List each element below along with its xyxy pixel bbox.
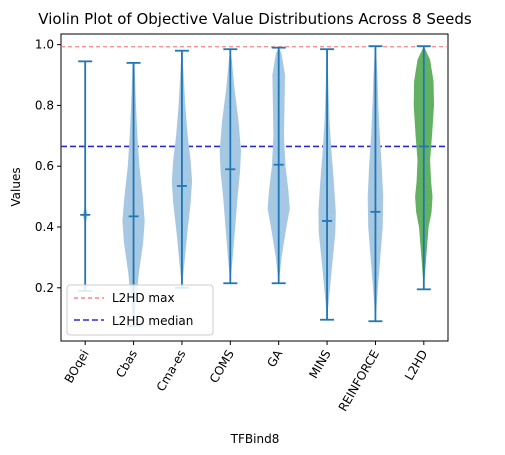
- chart-title: Violin Plot of Objective Value Distribut…: [38, 10, 472, 28]
- x-tick-label: Cma-es: [154, 348, 189, 394]
- y-tick-label: 1.0: [35, 38, 54, 52]
- reference-lines: [61, 46, 448, 148]
- x-tick-label: L2HD: [402, 348, 430, 383]
- legend: L2HD max L2HD median: [66, 284, 214, 336]
- y-tick-label: 0.4: [35, 220, 54, 234]
- legend-label-max: L2HD max: [112, 291, 175, 305]
- x-tick-label: COMS: [207, 348, 237, 386]
- x-tick-label: GA: [264, 347, 285, 370]
- x-tick-label: BOqei: [62, 348, 92, 386]
- y-tick-label: 0.6: [35, 159, 54, 173]
- x-tick-label: REINFORCE: [336, 348, 382, 414]
- y-tick-label: 0.8: [35, 98, 54, 112]
- y-axis: 0.2 0.4 0.6 0.8 1.0: [35, 38, 61, 295]
- violins: [78, 45, 434, 327]
- y-axis-label: Values: [9, 167, 23, 206]
- x-axis-label: TFBind8: [230, 432, 280, 446]
- x-axis: BOqei Cbas Cma-es COMS GA MINS REINFORCE L2HD: [62, 341, 430, 414]
- y-tick-label: 0.2: [35, 281, 54, 295]
- legend-label-median: L2HD median: [112, 314, 193, 328]
- x-tick-label: MINS: [306, 348, 333, 381]
- x-tick-label: Cbas: [113, 348, 140, 381]
